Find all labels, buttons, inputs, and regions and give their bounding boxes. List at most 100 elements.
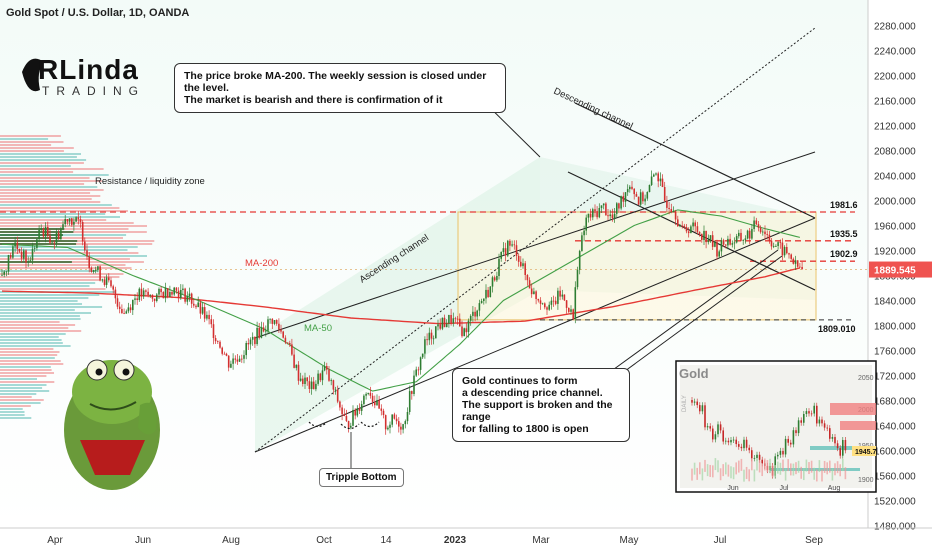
inset-title: Gold	[679, 366, 709, 381]
volume-profile-bar	[0, 270, 99, 272]
candle-body	[461, 326, 463, 337]
inset-candle-body	[803, 414, 805, 423]
candle-body	[668, 207, 670, 209]
candle-body	[720, 240, 723, 252]
candle-body	[585, 217, 587, 231]
volume-profile-bar	[0, 267, 132, 269]
inset-volume-bar	[790, 463, 792, 476]
ascending-channel-mid	[254, 151, 816, 339]
inset-volume-bar	[719, 468, 722, 481]
candle-body	[116, 298, 119, 307]
brand-logo: RLinda	[38, 54, 139, 85]
inset-candle-body	[691, 400, 693, 403]
inset-volume-bar	[813, 467, 815, 480]
candle-body	[201, 307, 204, 314]
candle-body	[38, 229, 40, 240]
candle-body	[230, 363, 232, 368]
candle-body	[336, 389, 339, 402]
frog-pupil	[122, 368, 130, 376]
candle-body	[97, 266, 99, 271]
candle-body	[280, 329, 282, 332]
volume-profile-bar	[0, 219, 107, 221]
inset-volume-bar	[829, 460, 831, 473]
candle-body	[153, 298, 156, 301]
inset-volume-bar	[779, 462, 782, 475]
volume-profile-bar	[0, 204, 112, 206]
candle-body	[480, 301, 483, 304]
volume-profile-bar	[0, 216, 120, 218]
candle-body	[533, 291, 535, 295]
candle-body	[419, 357, 422, 370]
candle-body	[581, 235, 583, 251]
candle-body	[140, 288, 143, 297]
volume-profile-bar	[0, 348, 54, 350]
inset-volume-bar	[696, 467, 698, 480]
candle-body	[685, 227, 688, 232]
candle-body	[722, 240, 725, 245]
volume-profile-bar	[0, 261, 72, 263]
inset-price-label: 1945.7	[855, 449, 877, 456]
candle-body	[317, 373, 319, 384]
inset-candle-body	[693, 401, 696, 403]
inset-resistance-zone	[830, 403, 876, 415]
candle-body	[369, 392, 372, 396]
candle-body	[548, 304, 550, 310]
candle-body	[764, 231, 766, 235]
candle-body	[711, 235, 714, 247]
inset-candle-body	[810, 413, 813, 415]
candle-body	[463, 328, 465, 337]
inset-candle-body	[829, 428, 831, 439]
candle-body	[467, 320, 470, 333]
volume-profile-bar	[0, 363, 64, 365]
inset-volume-bar	[748, 469, 750, 482]
candle-body	[271, 318, 274, 324]
candle-body	[171, 292, 173, 295]
candle-body	[378, 400, 380, 409]
candle-body	[105, 277, 108, 285]
candle-body	[465, 328, 468, 333]
volume-profile-bar	[0, 315, 80, 317]
volume-profile-bar	[0, 186, 98, 188]
inset-candle-body	[790, 442, 792, 445]
volume-profile-bar	[0, 387, 43, 389]
inset-volume-bar	[751, 458, 753, 471]
candle-body	[57, 232, 60, 239]
candle-body	[151, 294, 154, 299]
candle-body	[345, 416, 348, 421]
volume-profile-bar	[0, 417, 32, 419]
inset-volume-bar	[784, 468, 787, 481]
inset-volume-bar	[712, 465, 714, 478]
candle-body	[705, 230, 707, 243]
candle-body	[92, 270, 95, 272]
candle-body	[740, 232, 742, 241]
inset-candle-body	[805, 411, 808, 415]
candle-body	[29, 260, 32, 262]
ascending-channel-lower	[254, 217, 816, 453]
candle-body	[25, 250, 27, 263]
candle-body	[520, 261, 522, 267]
candle-body	[404, 421, 407, 425]
candle-body	[430, 332, 433, 339]
candle-body	[382, 410, 385, 415]
candle-body	[284, 337, 287, 343]
inset-candle-body	[714, 434, 717, 440]
candle-body	[341, 407, 343, 415]
candle-body	[766, 234, 768, 235]
tripple-bottom-arc	[360, 421, 380, 428]
candle-body	[546, 307, 548, 310]
candle-body	[195, 305, 197, 308]
candle-body	[709, 235, 712, 241]
candle-body	[90, 267, 93, 272]
inset-candle-body	[719, 424, 722, 431]
inset-y-tick: 2050	[858, 375, 874, 382]
candle-body	[330, 380, 332, 381]
candle-body	[40, 228, 42, 230]
candle-body	[158, 288, 160, 295]
candle-body	[435, 326, 437, 339]
inset-volume-bar	[771, 465, 774, 478]
ascending-channel-upper	[254, 27, 816, 453]
volume-profile-bar	[0, 366, 51, 368]
inset-volume-bar	[797, 460, 800, 473]
inset-candle-body	[704, 405, 706, 428]
candle-body	[725, 244, 727, 246]
